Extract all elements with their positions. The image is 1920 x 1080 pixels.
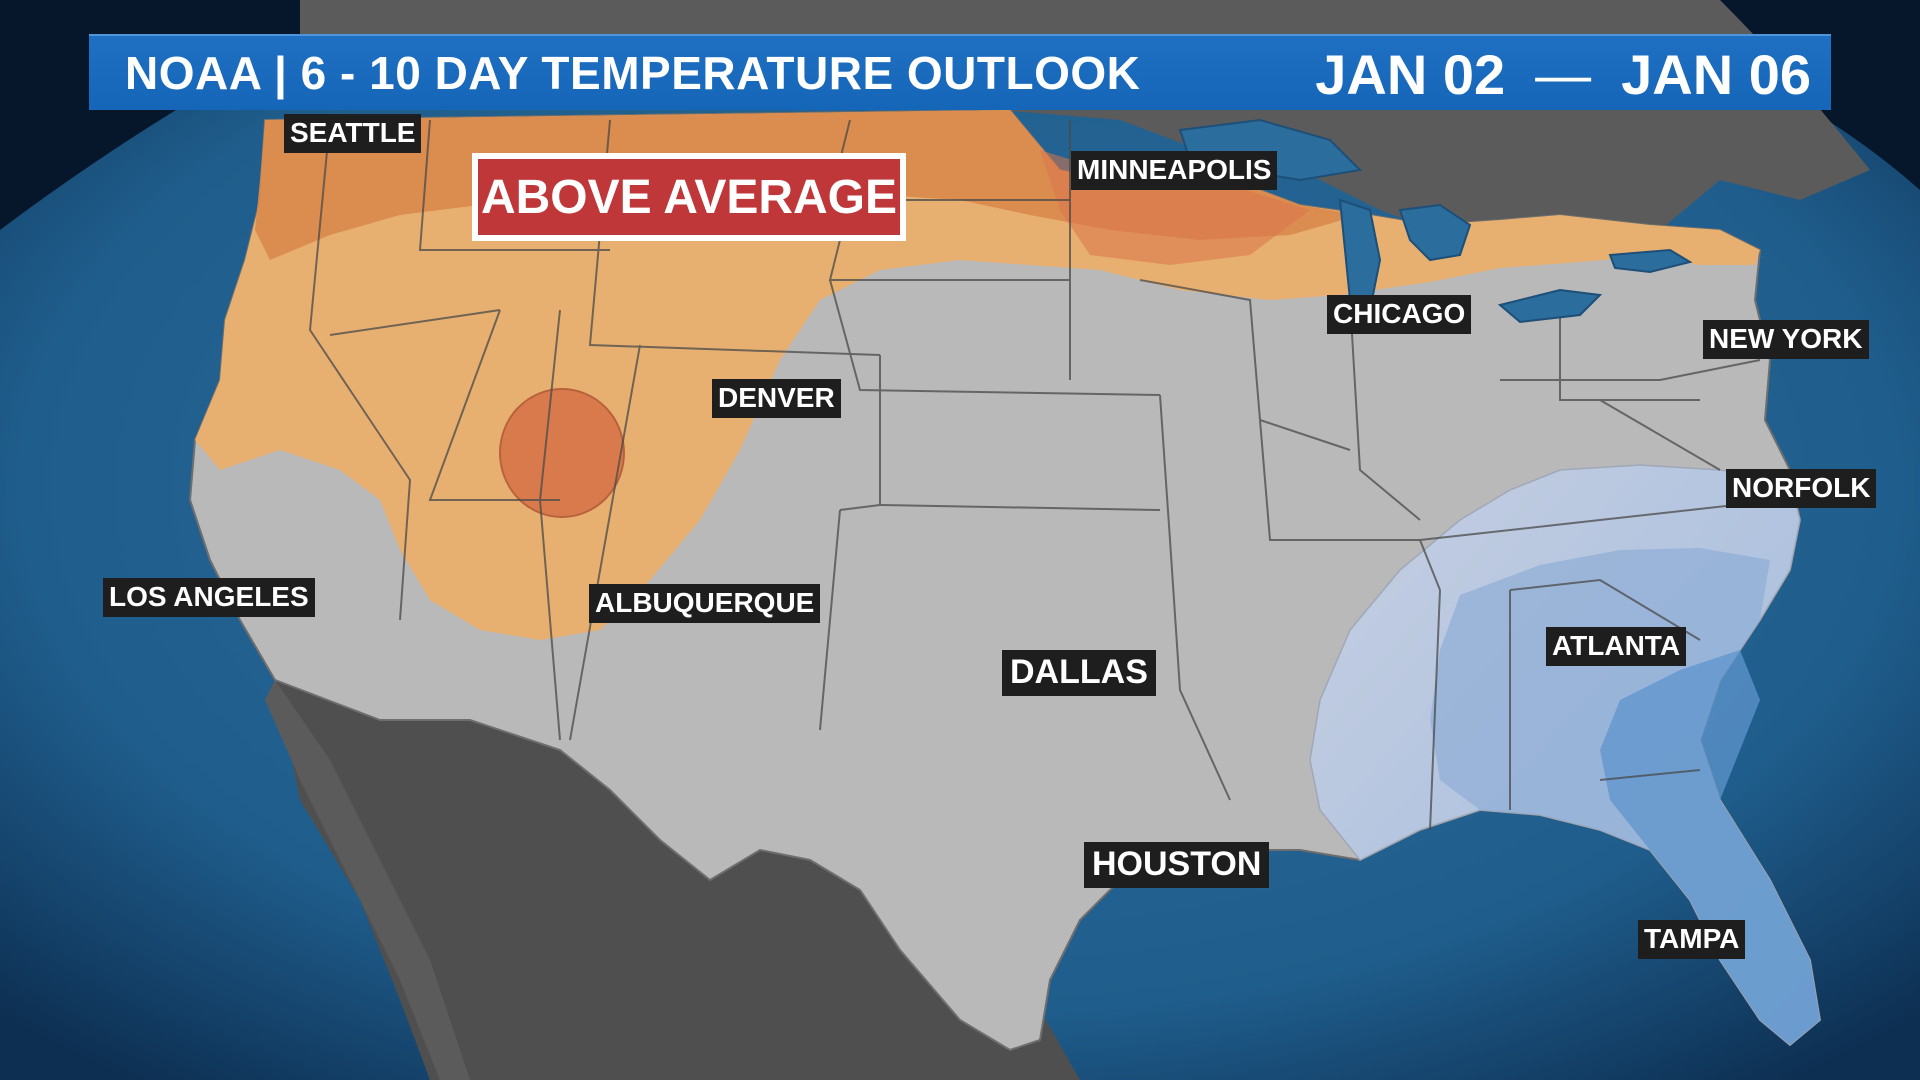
date-end: JAN 06 — [1621, 43, 1811, 106]
city-label-denver: DENVER — [712, 379, 841, 418]
above-average-hotspot — [499, 388, 625, 518]
mexico-land — [275, 680, 1080, 1080]
below-average-strong-zone — [1600, 650, 1820, 1045]
baja-peninsula — [265, 680, 470, 1080]
city-label-houston: HOUSTON — [1084, 842, 1270, 888]
city-label-albuquerque: ALBUQUERQUE — [589, 584, 821, 623]
city-label-atlanta: ATLANTA — [1546, 627, 1687, 666]
above-average-badge: ABOVE AVERAGE — [472, 153, 906, 241]
city-label-norfolk: NORFOLK — [1726, 469, 1877, 508]
city-label-chicago: CHICAGO — [1327, 295, 1472, 334]
city-label-tampa: TAMPA — [1638, 920, 1746, 959]
date-range: JAN 02 — JAN 06 — [1315, 42, 1811, 107]
city-label-los-angeles: LOS ANGELES — [103, 578, 315, 617]
date-separator: — — [1535, 43, 1592, 106]
city-label-seattle: SEATTLE — [284, 114, 422, 153]
map-title: NOAA | 6 - 10 DAY TEMPERATURE OUTLOOK — [125, 47, 1141, 99]
above-average-label: ABOVE AVERAGE — [478, 159, 900, 235]
city-label-new-york: NEW YORK — [1703, 320, 1869, 359]
city-label-minneapolis: MINNEAPOLIS — [1071, 151, 1278, 190]
date-start: JAN 02 — [1315, 43, 1506, 106]
city-label-dallas: DALLAS — [1002, 650, 1156, 696]
title-bar: NOAA | 6 - 10 DAY TEMPERATURE OUTLOOK JA… — [89, 34, 1831, 110]
state-borders — [308, 119, 1781, 831]
